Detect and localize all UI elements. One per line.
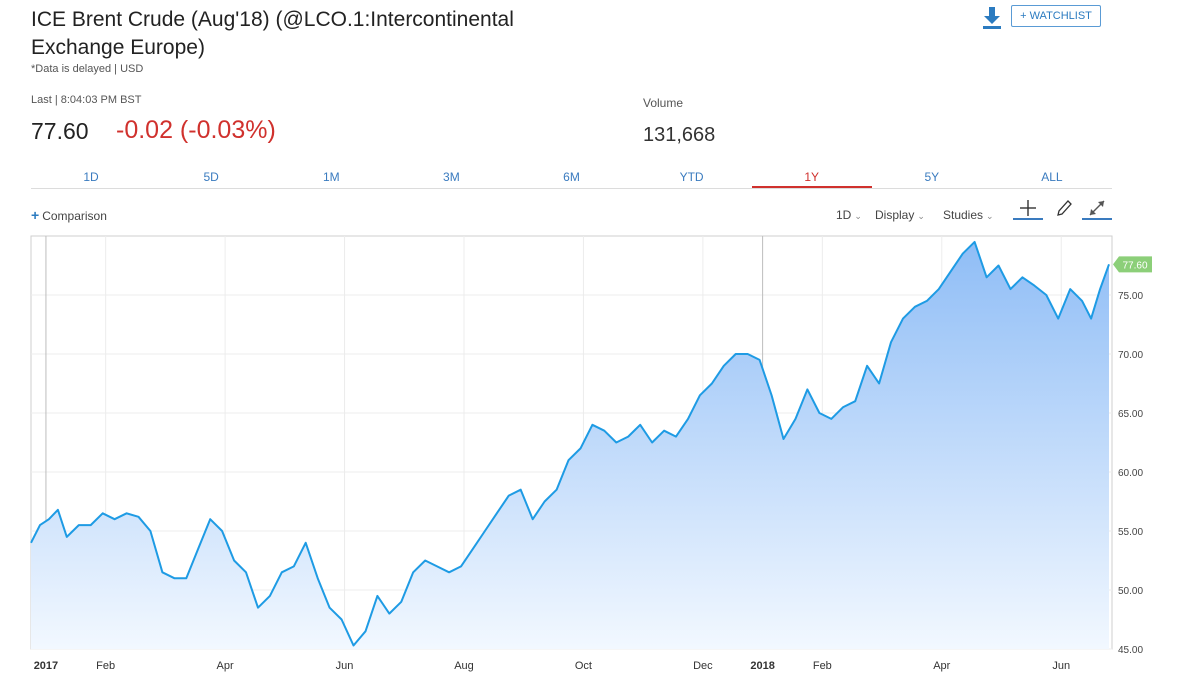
data-delay-note: *Data is delayed | USD (31, 63, 144, 75)
tab-5d[interactable]: 5D (203, 170, 219, 184)
x-tick-label: 2018 (750, 660, 774, 672)
expand-icon (1089, 200, 1105, 216)
download-icon[interactable] (981, 6, 1003, 30)
interval-dropdown[interactable]: 1D ⌄ (836, 208, 862, 222)
last-value-label: 77.60 (1122, 260, 1147, 271)
y-tick-label: 60.00 (1118, 468, 1143, 479)
chevron-down-icon: ⌄ (986, 211, 994, 221)
studies-label: Studies (943, 208, 984, 222)
plus-icon: + (31, 207, 40, 223)
x-tick-label: Apr (933, 660, 950, 672)
tool-underline (1082, 218, 1112, 220)
draw-button[interactable] (1048, 198, 1078, 220)
comparison-label: Comparison (42, 209, 107, 223)
display-label: Display (875, 208, 915, 222)
price-chart[interactable]: 45.00 50.00 55.00 60.00 65.00 70.00 75.00 2017… (0, 232, 1200, 691)
price-line (30, 240, 1110, 647)
interval-label: 1D (836, 208, 852, 222)
page-title: ICE Brent Crude (Aug'18) (@LCO.1:Interco… (31, 8, 514, 59)
last-value-badge (1113, 256, 1152, 273)
expand-button[interactable] (1082, 198, 1112, 220)
chevron-down-icon: ⌄ (854, 211, 862, 221)
x-tick-label: Feb (813, 660, 832, 672)
last-price: 77.60 (31, 118, 89, 144)
x-tick-label: Jun (336, 660, 354, 672)
y-tick-label: 55.00 (1118, 527, 1143, 538)
last-trade-time: Last | 8:04:03 PM BST (31, 94, 142, 106)
tool-underline (1013, 218, 1043, 220)
crosshair-icon (1020, 200, 1036, 216)
add-to-watchlist-button[interactable]: + WATCHLIST (1011, 5, 1101, 27)
y-tick-label: 75.00 (1118, 291, 1143, 302)
tab-1y[interactable]: 1Y (751, 168, 872, 188)
studies-dropdown[interactable]: Studies ⌄ (943, 208, 994, 222)
volume-value: 131,668 (643, 124, 716, 146)
crosshair-button[interactable] (1013, 198, 1043, 220)
y-tick-label: 50.00 (1118, 586, 1143, 597)
tab-3m[interactable]: 3M (443, 170, 460, 184)
tab-1d[interactable]: 1D (83, 170, 99, 184)
y-tick-label: 65.00 (1118, 409, 1143, 420)
volume-label: Volume (643, 96, 684, 110)
tab-ytd[interactable]: YTD (679, 170, 704, 184)
price-area (31, 241, 1109, 649)
x-tick-label: Apr (217, 660, 234, 672)
x-tick-label: Dec (693, 660, 713, 672)
tab-5y[interactable]: 5Y (924, 170, 940, 184)
price-change: -0.02 (-0.03%) (116, 116, 276, 144)
x-tick-label: Oct (575, 660, 592, 672)
y-tick-label: 70.00 (1118, 350, 1143, 361)
x-tick-label: Aug (454, 660, 474, 672)
comparison-button[interactable]: + Comparison (31, 207, 107, 223)
tab-all[interactable]: ALL (1041, 170, 1063, 184)
tab-1m[interactable]: 1M (322, 170, 340, 184)
x-tick-label: 2017 (34, 660, 58, 672)
display-dropdown[interactable]: Display ⌄ (875, 208, 925, 222)
pencil-icon (1057, 200, 1072, 216)
chevron-down-icon: ⌄ (917, 211, 925, 221)
y-tick-label: 45.00 (1118, 645, 1143, 656)
tab-6m[interactable]: 6M (563, 170, 580, 184)
x-tick-label: Jun (1052, 660, 1070, 672)
time-range-tabs: 1D 5D 1M 3M 6M YTD 1Y 5Y ALL (31, 168, 1112, 189)
x-tick-label: Feb (96, 660, 115, 672)
